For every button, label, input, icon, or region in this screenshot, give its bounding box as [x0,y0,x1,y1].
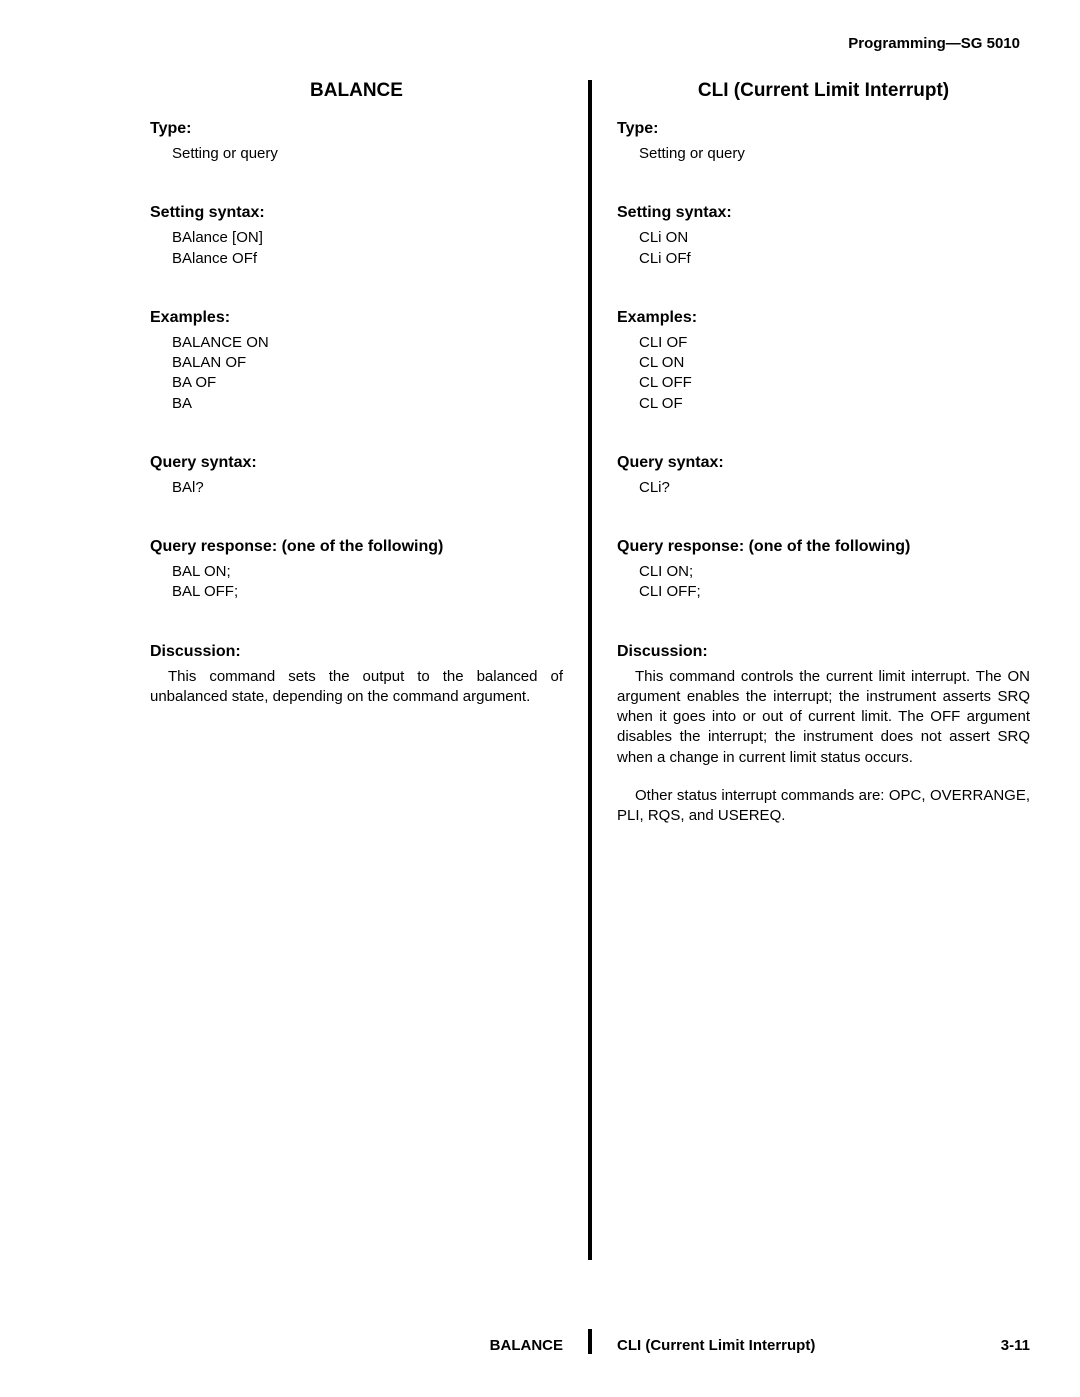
setting-syntax-label: Setting syntax: [150,204,563,222]
setting-syntax-text: BAlance [ON] BAlance OFf [150,228,563,269]
discussion-p2: Other status interrupt commands are: OPC… [617,786,1030,827]
left-column: BALANCE Type: Setting or query Setting s… [150,80,588,1260]
examples-label: Examples: [617,309,1030,327]
footer-right: CLI (Current Limit Interrupt) [617,1337,815,1354]
examples-text: CLI OF CL ON CL OFF CL OF [617,333,1030,414]
footer-left: BALANCE [150,1337,588,1362]
right-column: CLI (Current Limit Interrupt) Type: Sett… [588,80,1030,1260]
type-text: Setting or query [617,144,1030,164]
discussion-text: This command sets the output to the bala… [150,667,563,708]
examples-label: Examples: [150,309,563,327]
header-section: Programming—SG 5010 [848,35,1020,52]
query-response-label: Query response: (one of the following) [617,538,1030,556]
page-number: 3-11 [1001,1337,1030,1354]
page: Programming—SG 5010 BALANCE Type: Settin… [0,0,1080,1397]
type-label: Type: [617,120,1030,138]
discussion-p1: This command controls the current limit … [617,667,1030,768]
cli-title: CLI (Current Limit Interrupt) [617,80,1030,102]
query-syntax-text: CLi? [617,478,1030,498]
query-syntax-label: Query syntax: [617,454,1030,472]
query-syntax-label: Query syntax: [150,454,563,472]
type-label: Type: [150,120,563,138]
footer: BALANCE CLI (Current Limit Interrupt) 3-… [150,1337,1030,1362]
query-response-text: BAL ON; BAL OFF; [150,562,563,603]
content-columns: BALANCE Type: Setting or query Setting s… [150,80,1030,1260]
setting-syntax-text: CLi ON CLi OFf [617,228,1030,269]
type-text: Setting or query [150,144,563,164]
footer-right-wrap: CLI (Current Limit Interrupt) 3-11 [588,1329,1030,1354]
query-response-label: Query response: (one of the following) [150,538,563,556]
discussion-label: Discussion: [150,643,563,661]
query-syntax-text: BAl? [150,478,563,498]
discussion-label: Discussion: [617,643,1030,661]
query-response-text: CLI ON; CLI OFF; [617,562,1030,603]
balance-title: BALANCE [150,80,563,102]
setting-syntax-label: Setting syntax: [617,204,1030,222]
examples-text: BALANCE ON BALAN OF BA OF BA [150,333,563,414]
